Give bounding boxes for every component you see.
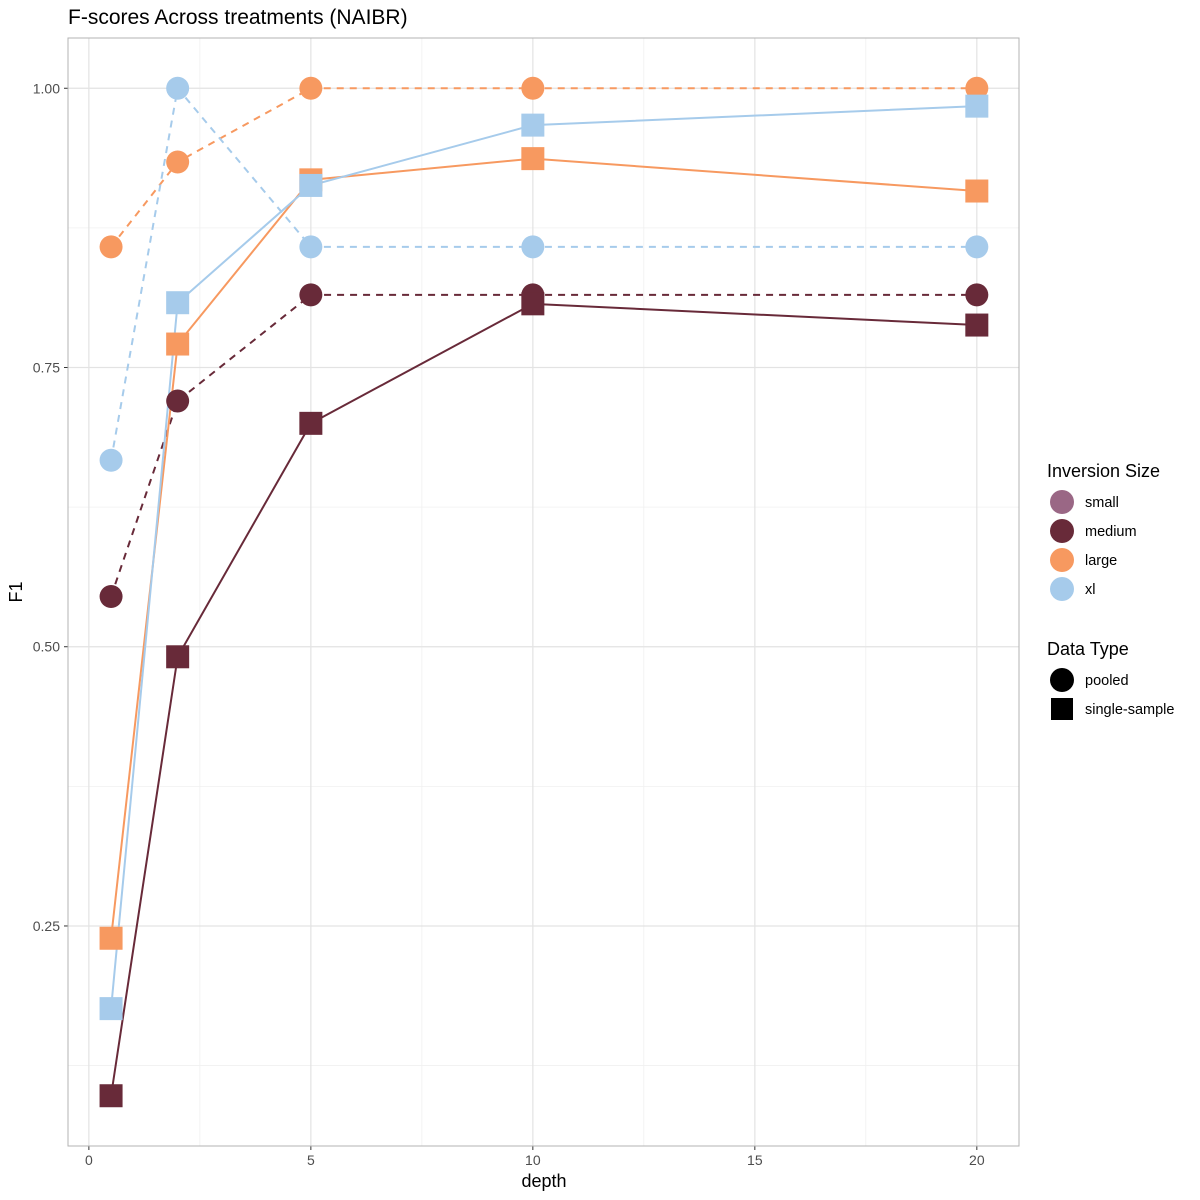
point-medium-pooled: [299, 283, 323, 307]
legend-label-xl: xl: [1085, 582, 1095, 598]
point-medium-single-sample: [99, 1084, 123, 1108]
plot-panel: [68, 38, 1019, 1146]
y-tick-label: 0.75: [33, 359, 60, 375]
legend-size-title: Inversion Size: [1047, 461, 1160, 481]
point-large-pooled: [166, 150, 190, 174]
legend-label-small: small: [1085, 495, 1119, 511]
point-medium-single-sample: [965, 313, 989, 337]
point-xl-single-sample: [166, 291, 190, 315]
x-tick-label: 20: [969, 1152, 985, 1168]
y-tick-label: 1.00: [33, 80, 60, 96]
y-tick-label: 0.50: [33, 639, 60, 655]
chart-title: F-scores Across treatments (NAIBR): [68, 6, 408, 29]
point-large-pooled: [521, 76, 545, 100]
legend-label-pooled: pooled: [1085, 673, 1129, 689]
x-tick-label: 15: [747, 1152, 763, 1168]
point-large-pooled: [965, 76, 989, 100]
y-axis-label: F1: [6, 581, 26, 602]
legend-key-medium: [1050, 519, 1074, 543]
point-large-single-sample: [965, 179, 989, 203]
x-axis-label: depth: [521, 1171, 566, 1191]
legend-type-title: Data Type: [1047, 639, 1129, 659]
point-medium-single-sample: [299, 411, 323, 435]
point-xl-pooled: [521, 235, 545, 259]
point-large-pooled: [299, 76, 323, 100]
point-xl-pooled: [166, 76, 190, 100]
series-line-xl-pooled: [110, 85, 977, 461]
legend-label-single-sample: single-sample: [1085, 702, 1174, 718]
point-xl-pooled: [99, 448, 123, 472]
legend-key-single-sample: [1051, 698, 1073, 720]
x-tick-label: 5: [307, 1152, 315, 1168]
point-large-single-sample: [521, 147, 545, 171]
point-xl-single-sample: [99, 997, 123, 1021]
legend-key-pooled: [1050, 668, 1074, 692]
x-tick-label: 0: [85, 1152, 93, 1168]
point-large-single-sample: [166, 332, 190, 356]
plot-border: [67, 37, 1020, 1147]
point-xl-pooled: [299, 235, 323, 259]
point-medium-pooled: [965, 283, 989, 307]
point-medium-single-sample: [521, 292, 545, 316]
point-xl-pooled: [965, 235, 989, 259]
point-medium-pooled: [99, 584, 123, 608]
point-xl-single-sample: [965, 94, 989, 118]
legend-label-medium: medium: [1085, 524, 1137, 540]
point-large-pooled: [99, 235, 123, 259]
point-xl-single-sample: [299, 173, 323, 197]
legend-key-small: [1050, 490, 1074, 514]
point-medium-single-sample: [166, 645, 190, 669]
legend-key-large: [1050, 548, 1074, 572]
y-tick-label: 0.25: [33, 918, 60, 934]
series-line-medium-pooled: [110, 293, 977, 597]
x-tick-label: 10: [525, 1152, 541, 1168]
legend-label-large: large: [1085, 553, 1117, 569]
point-medium-pooled: [166, 389, 190, 413]
point-xl-single-sample: [521, 113, 545, 137]
point-large-single-sample: [99, 926, 123, 950]
legend-key-xl: [1050, 577, 1074, 601]
